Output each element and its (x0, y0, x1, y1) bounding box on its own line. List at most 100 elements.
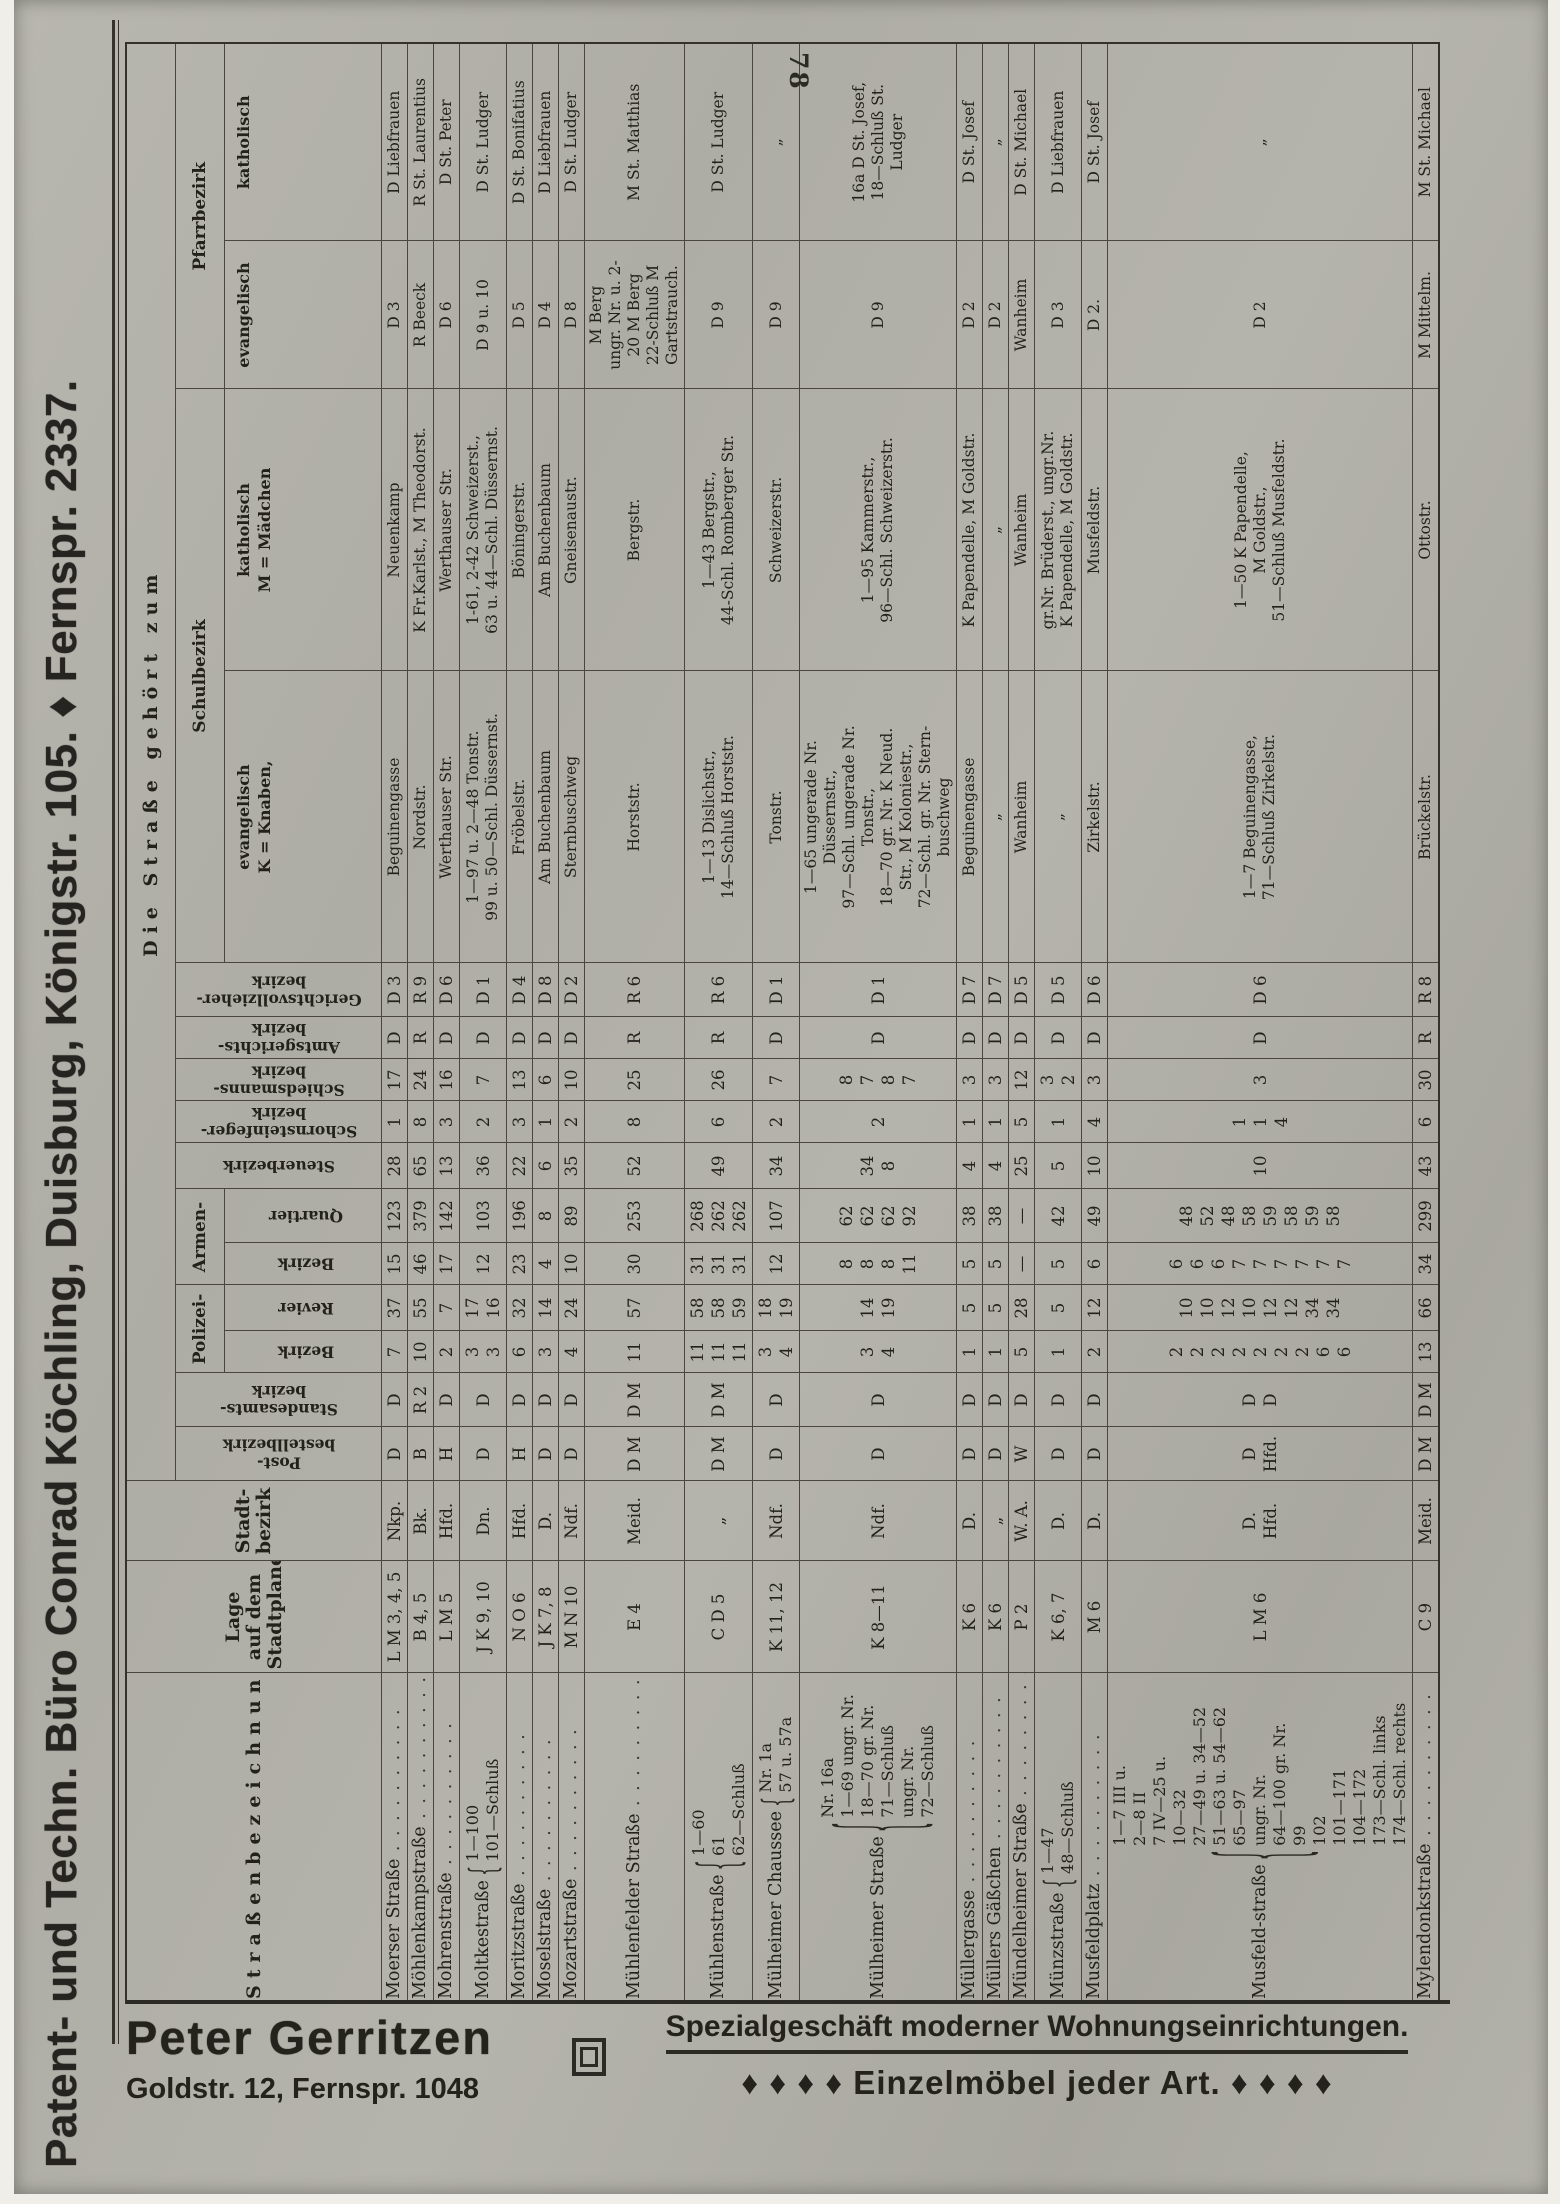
cell-schieds: 26 (684, 1059, 753, 1101)
ad-address: Goldstr. 12, Fernspr. 1048 (126, 2073, 479, 2105)
cell-pfarr_ev: M Mittelm. (1412, 241, 1439, 389)
cell-arm_q: 38 (982, 1189, 1009, 1243)
cell-pfarr_kath: R St. Laurentius (407, 42, 434, 241)
street-label: Mühlenstraße (708, 1874, 728, 1999)
cell-arm_b: 4 (532, 1243, 559, 1285)
cell-schule_ev: Horststr. (584, 671, 685, 963)
street-name: Moritzstraße (506, 1673, 533, 2003)
banner-text: Patent- und Techn. Büro Conrad Köchling,… (37, 379, 86, 2168)
cell-amtsger: D (752, 1017, 800, 1059)
cell-schule_kath: Musfeldstr. (1081, 389, 1108, 671)
cell-steuer: 6 (532, 1143, 559, 1189)
cell-arm_q: 8 (532, 1189, 559, 1243)
cell-arm_b: 15 (381, 1243, 408, 1285)
cell-stand: D M (584, 1373, 685, 1427)
cell-pfarr_ev: Wanheim (1008, 241, 1035, 389)
cell-lage: K 11, 12 (752, 1561, 800, 1673)
cell-pfarr_kath: D St. Josef (1081, 42, 1108, 241)
cell-post: D (752, 1427, 800, 1481)
cell-pol_b: 4 (558, 1331, 585, 1373)
ad-divider (126, 2000, 1450, 2004)
cell-stadt: Bk. (407, 1481, 434, 1561)
street-row: Mülheimer Straße {Nr. 16a 1—69 ungr. Nr. … (799, 42, 957, 2003)
cell-pol_r: 32 (506, 1285, 533, 1331)
cell-lage: L M 5 (433, 1561, 460, 1673)
cell-pol_b: 1 (982, 1331, 1009, 1373)
street-directory-table: Straßenbezeichnung Lage auf dem Stadtpla… (125, 41, 1440, 2004)
street-row: Mülheimer Chaussee {Nr. 1a 57 u. 57a K 11,… (752, 42, 800, 2003)
cell-pfarr_kath: D Liebfrauen (532, 42, 559, 241)
cell-stadt: D. (956, 1481, 983, 1561)
house-number-ranges: Nr. 16a 1—69 ungr. Nr. 18—70 gr. Nr. 71—… (818, 1694, 937, 1818)
cell-gv: D 6 (433, 963, 460, 1017)
cell-schieds: 13 (506, 1059, 533, 1101)
cell-post: D M (1412, 1427, 1439, 1481)
house-number-ranges: 1—47 48—Schluß (1038, 1781, 1077, 1874)
street-label: Mülheimer Chaussee (765, 1811, 786, 1999)
cell-schule_kath: Werthauser Str. (433, 389, 460, 671)
cell-amtsger: D (982, 1017, 1009, 1059)
cell-steuer: 52 (584, 1143, 685, 1189)
cell-pol_r: 5 (1034, 1285, 1082, 1331)
cell-steuer: 4 (982, 1143, 1009, 1189)
cell-schieds: 6 (532, 1059, 559, 1101)
cell-schule_kath: 1—95 Kammerstr., 96—Schl. Schweizerstr. (799, 389, 957, 671)
cell-pol_b: 3 4 (752, 1331, 800, 1373)
cell-gv: D 1 (752, 963, 800, 1017)
cell-gv: R 6 (584, 963, 685, 1017)
street-name: Moselstraße (532, 1673, 559, 2003)
cell-pfarr_kath: D St. Michael (1008, 42, 1035, 241)
cell-pol_b: 3 4 (799, 1331, 957, 1373)
cell-pol_b: 10 (407, 1331, 434, 1373)
cell-arm_q: 48 52 48 58 59 58 59 58 (1107, 1189, 1413, 1243)
cell-pol_b: 13 (1412, 1331, 1439, 1373)
cell-pol_b: 7 (381, 1331, 408, 1373)
cell-stand: D (956, 1373, 983, 1427)
cell-schule_kath: 1—50 K Papendelle, M Goldstr., 51—Schluß… (1107, 389, 1413, 671)
header-postbestellbezirk: Post- bestellbezirk (175, 1427, 382, 1481)
cell-pfarr_kath: D St. Bonifatius (506, 42, 533, 241)
street-label: Mylendonkstraße (1415, 1692, 1436, 1999)
cell-arm_b: — (1008, 1243, 1035, 1285)
cell-amtsger: D (956, 1017, 983, 1059)
cell-pol_r: 5 (956, 1285, 983, 1331)
header-schule-evangelisch: evangelisch K = Knaben, (224, 671, 382, 963)
cell-steuer: 25 (1008, 1143, 1035, 1189)
cell-post: D (956, 1427, 983, 1481)
cell-pol_r: 18 19 (752, 1285, 800, 1331)
street-name: Musfeld-straße {1—7 III u. 2—8 II 7 IV—25… (1107, 1673, 1413, 2003)
cell-pol_r: 10 10 12 10 12 12 34 34 (1107, 1285, 1413, 1331)
cell-steuer: 49 (684, 1143, 753, 1189)
cell-pfarr_kath: M St. Matthias (584, 42, 685, 241)
cell-schule_kath: gr.Nr. Brüderst., ungr.Nr. K Papendelle,… (1034, 389, 1082, 671)
cell-post: D (558, 1427, 585, 1481)
cell-arm_b: 23 (506, 1243, 533, 1285)
street-row: Moerser StraßeL M 3, 4, 5Nkp.DD737151232… (381, 42, 408, 2003)
cell-arm_b: 17 (433, 1243, 460, 1285)
header-polizei-bezirk: Bezirk (224, 1331, 382, 1373)
cell-pol_b: 5 (1008, 1331, 1035, 1373)
cell-pfarr_kath: D St. Peter (433, 42, 460, 241)
street-name: Mozartstraße (558, 1673, 585, 2003)
cell-lage: M 6 (1081, 1561, 1108, 1673)
cell-schornst: 8 (407, 1101, 434, 1143)
cell-schornst: 1 (381, 1101, 408, 1143)
cell-pfarr_kath: D Liebfrauen (381, 42, 408, 241)
page-number: 78 (784, 52, 813, 91)
street-label: Müllers Gäßchen (985, 1695, 1006, 1999)
cell-pol_b: 1 (956, 1331, 983, 1373)
cell-gv: D 8 (532, 963, 559, 1017)
cell-amtsger: D (1008, 1017, 1035, 1059)
cell-pol_b: 2 (433, 1331, 460, 1373)
cell-lage: K 6 (982, 1561, 1009, 1673)
street-label: Müllergasse (959, 1739, 980, 1999)
header-pfarrbezirk: Pfarrbezirk (175, 42, 225, 389)
cell-pol_b: 2 2 2 2 2 2 2 6 6 (1107, 1331, 1413, 1373)
cell-schornst: 2 (459, 1101, 507, 1143)
street-label: Moltkestraße (472, 1880, 493, 1999)
cell-pfarr_kath: D Liebfrauen (1034, 42, 1082, 241)
cell-amtsger: D (506, 1017, 533, 1059)
cell-pfarr_kath: D St. Ludger (459, 42, 507, 241)
cell-stadt: Ndf. (799, 1481, 957, 1561)
